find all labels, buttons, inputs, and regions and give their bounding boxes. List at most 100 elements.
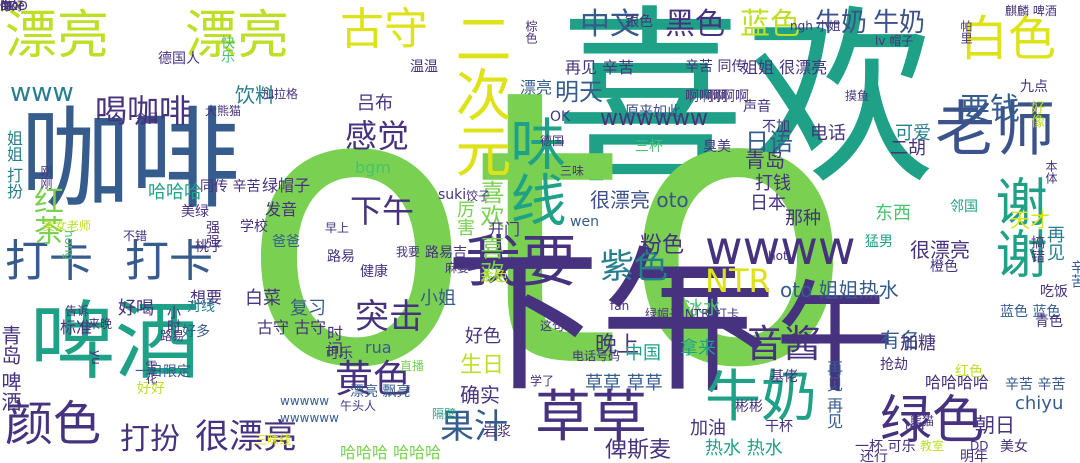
- cloud-word: 路易: [327, 249, 355, 265]
- cloud-word: 很漂亮 oto: [590, 188, 689, 212]
- cloud-word: 粉色: [640, 233, 685, 258]
- cloud-word: 强强: [204, 220, 220, 248]
- cloud-word: 时间: [324, 325, 343, 357]
- cloud-word: 哈哈哈 哈哈哈: [340, 443, 442, 462]
- cloud-word: 绿色: [880, 391, 985, 451]
- cloud-word: 想要: [190, 288, 223, 307]
- cloud-word: 路易: [160, 329, 185, 343]
- cloud-word: 好多: [182, 324, 210, 340]
- cloud-word: yu: [89, 350, 103, 365]
- cloud-word: 青岛 啤酒: [0, 325, 22, 412]
- cloud-word: 下午: [655, 270, 895, 409]
- cloud-word: 日本: [750, 193, 786, 214]
- cloud-word: 对线: [187, 299, 215, 315]
- cloud-word: 臭美: [703, 139, 731, 155]
- cloud-word: 热水 热水: [705, 438, 783, 459]
- cloud-word: 本体: [1044, 160, 1058, 184]
- cloud-word: 温温: [410, 59, 438, 75]
- cloud-word: 电话号码: [572, 349, 621, 363]
- cloud-word: 牛奶: [705, 365, 817, 430]
- cloud-word: 古守 古守: [257, 318, 327, 337]
- cloud-word: 一日限定: [135, 364, 191, 380]
- cloud-word: tea: [905, 419, 925, 433]
- cloud-word: 再见 再见: [824, 360, 843, 430]
- cloud-word: 吕布: [357, 93, 393, 114]
- cloud-word: 红茶: [28, 185, 63, 245]
- cloud-word: 二胡: [890, 138, 926, 159]
- cloud-word: fan: [610, 299, 630, 313]
- cloud-word: 青色: [1035, 314, 1063, 330]
- cloud-word: 基佬: [770, 369, 798, 385]
- cloud-word: 三杯: [635, 139, 663, 155]
- cloud-word: 喝咖啡: [95, 92, 192, 130]
- cloud-word: 咖啡: [20, 96, 240, 224]
- cloud-word: 厉害: [454, 200, 475, 236]
- cloud-word: 谢谢: [986, 175, 1046, 279]
- cloud-word: 朝日: [975, 413, 1015, 437]
- cloud-word: 直播: [400, 359, 425, 373]
- cloud-word: 小姐: [420, 288, 456, 309]
- cloud-word: 教室: [920, 439, 945, 453]
- cloud-word: 漂亮 飘亮: [350, 384, 411, 400]
- cloud-word: 好好: [137, 381, 165, 397]
- cloud-word: 学校: [240, 219, 268, 235]
- cloud-word: 二次元: [446, 10, 511, 178]
- cloud-word: 再见 辛苦: [565, 58, 635, 77]
- cloud-word: 复习: [290, 298, 326, 319]
- cloud-word: 果汁: [440, 407, 508, 447]
- cloud-word: 明年: [960, 449, 988, 463]
- cloud-word: 打钱: [755, 173, 791, 194]
- cloud-word: 紫色: [600, 247, 668, 287]
- cloud-word: 下午: [445, 232, 755, 413]
- cloud-word: 美绿: [181, 204, 209, 220]
- cloud-word: 可爱: [895, 123, 931, 144]
- cloud-word: 帕里: [959, 20, 973, 44]
- cloud-word: 喜欢 喜欢: [476, 180, 504, 284]
- cloud-word: 告诉: [65, 304, 90, 318]
- cloud-word: wwwwww: [280, 411, 339, 425]
- cloud-word: 开门: [488, 220, 521, 239]
- cloud-word: 德国: [540, 134, 565, 148]
- cloud-word: 辛苦: [1069, 260, 1080, 288]
- cloud-word: 加油: [690, 418, 726, 439]
- cloud-word: 音酱: [745, 322, 822, 366]
- cloud-word: 黑色: [665, 7, 725, 42]
- cloud-word: 白菜: [245, 288, 281, 309]
- cloud-word: 啊啊啊: [685, 89, 727, 105]
- cloud-word: 这句: [540, 319, 565, 333]
- cloud-word: 邻国: [950, 199, 978, 215]
- cloud-word: 快乐: [219, 35, 235, 63]
- cloud-word: 有名: [880, 328, 920, 352]
- cloud-word: 加糖: [900, 333, 936, 354]
- cloud-word: 辛苦 同传: [685, 59, 746, 75]
- cloud-word: 蓝色 蓝色: [1000, 304, 1061, 320]
- cloud-word: 姐姐 打扮: [4, 130, 23, 200]
- cloud-word: 还行: [860, 449, 888, 463]
- cloud-word: oto 姐姐热水: [780, 278, 899, 302]
- cloud-word: 要钱: [960, 92, 1020, 127]
- cloud-word: 银色: [625, 14, 653, 30]
- cloud-word: 漂亮: [520, 78, 553, 97]
- cloud-word: 加拉格: [262, 87, 299, 101]
- cloud-word: 来晚: [88, 317, 113, 331]
- cloud-word: 生日: [460, 353, 505, 378]
- cloud-word: 打卡: [125, 236, 213, 287]
- cloud-word: www: [10, 78, 74, 108]
- cloud-word: 标准: [60, 318, 93, 337]
- cloud-word: 饺子: [466, 189, 491, 203]
- cloud-word: 漂亮: [185, 6, 290, 66]
- cloud-word: 上午: [0, 0, 25, 13]
- cloud-word: rua: [365, 338, 392, 357]
- cloud-word: 明天: [555, 78, 603, 106]
- cloud-word: 东西: [875, 203, 911, 224]
- cloud-word: 九点: [1020, 79, 1048, 95]
- cloud-word: 天才: [1010, 208, 1050, 232]
- cloud-word: 好像: [1029, 100, 1045, 128]
- cloud-word: 日语: [745, 128, 793, 156]
- cloud-word: 突击: [355, 297, 423, 337]
- cloud-word: DDD: [0, 0, 28, 13]
- cloud-word: 草草 草草: [585, 373, 663, 394]
- cloud-word: 打扮: [120, 422, 180, 457]
- cloud-word: 猛男: [865, 234, 893, 250]
- cloud-word: wwwww: [280, 394, 330, 408]
